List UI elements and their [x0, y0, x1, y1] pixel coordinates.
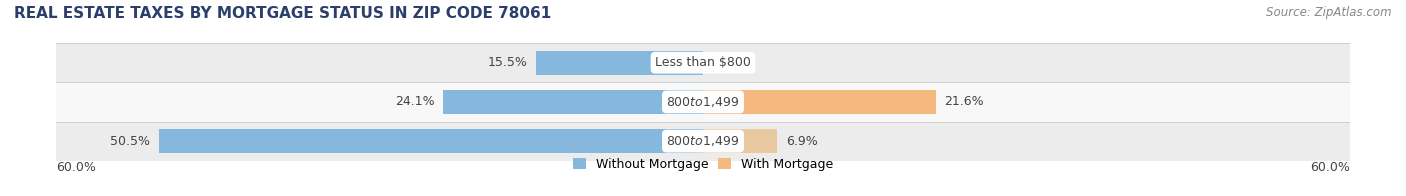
- Text: 60.0%: 60.0%: [56, 161, 96, 174]
- Text: 0.0%: 0.0%: [711, 56, 744, 69]
- Text: 6.9%: 6.9%: [786, 135, 818, 148]
- Bar: [443, 90, 703, 114]
- Text: REAL ESTATE TAXES BY MORTGAGE STATUS IN ZIP CODE 78061: REAL ESTATE TAXES BY MORTGAGE STATUS IN …: [14, 6, 551, 21]
- Bar: [703, 90, 936, 114]
- Bar: [536, 51, 703, 75]
- Text: 50.5%: 50.5%: [110, 135, 150, 148]
- Bar: [703, 129, 778, 153]
- Text: $800 to $1,499: $800 to $1,499: [666, 95, 740, 109]
- Text: 21.6%: 21.6%: [945, 95, 984, 108]
- Text: 24.1%: 24.1%: [395, 95, 434, 108]
- Text: 60.0%: 60.0%: [1310, 161, 1350, 174]
- Text: Source: ZipAtlas.com: Source: ZipAtlas.com: [1267, 6, 1392, 19]
- Bar: [56, 122, 1350, 161]
- Text: Less than $800: Less than $800: [655, 56, 751, 69]
- Bar: [56, 82, 1350, 122]
- Bar: [56, 43, 1350, 82]
- Text: 15.5%: 15.5%: [488, 56, 527, 69]
- Legend: Without Mortgage, With Mortgage: Without Mortgage, With Mortgage: [568, 153, 838, 176]
- Text: $800 to $1,499: $800 to $1,499: [666, 134, 740, 148]
- Bar: [159, 129, 703, 153]
